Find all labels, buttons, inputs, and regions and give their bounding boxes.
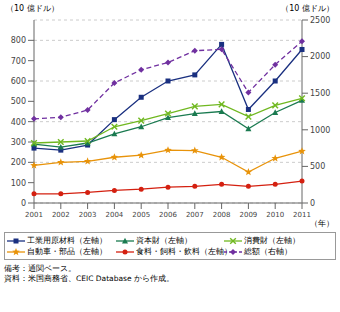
svg-text:300: 300	[11, 138, 26, 147]
svg-text:2001: 2001	[25, 211, 43, 219]
html-text:（年）: （年）	[310, 219, 334, 228]
svg-text:2007: 2007	[186, 211, 204, 219]
svg-text:400: 400	[11, 118, 26, 127]
svg-text:2000: 2000	[310, 52, 330, 61]
svg-text:2500: 2500	[310, 16, 330, 25]
svg-text:2002: 2002	[52, 211, 70, 219]
svg-text:800: 800	[11, 36, 26, 45]
svg-text:100: 100	[11, 179, 26, 188]
html-text:工業用原材料（左軸）: 工業用原材料（左軸）	[27, 235, 107, 245]
svg-text:500: 500	[310, 162, 325, 171]
svg-text:2009: 2009	[239, 211, 257, 219]
svg-text:2010: 2010	[266, 211, 284, 219]
html-text:自動車・部品（左軸）: 自動車・部品（左軸）	[27, 246, 107, 256]
svg-text:500: 500	[11, 97, 26, 106]
html-text:資本財（左軸）: 資本財（左軸）	[135, 235, 192, 245]
svg-text:2006: 2006	[159, 211, 177, 219]
html-text:資料：米国商務省、CEIC Database から作成。: 資料：米国商務省、CEIC Database から作成。	[4, 274, 174, 283]
html-text:食料・飼料・飲料（左軸）: 食料・飼料・飲料（左軸）	[135, 246, 232, 256]
svg-text:0: 0	[21, 199, 26, 208]
svg-text:2008: 2008	[213, 211, 231, 219]
html-text:備考：通関ベース。: 備考：通関ベース。	[4, 264, 76, 273]
svg-text:2005: 2005	[132, 211, 150, 219]
svg-text:1000: 1000	[310, 126, 330, 135]
svg-text:700: 700	[11, 57, 26, 66]
html-text:消費財（左軸）: 消費財（左軸）	[244, 235, 301, 245]
svg-text:2003: 2003	[79, 211, 97, 219]
html-text:（10 億ドル）: （10 億ドル）	[6, 4, 59, 13]
svg-text:0: 0	[310, 199, 315, 208]
html-text:総額（右軸）: 総額（右軸）	[244, 246, 293, 256]
svg-text:2011: 2011	[293, 211, 311, 219]
svg-text:200: 200	[11, 158, 26, 167]
svg-text:2004: 2004	[105, 211, 123, 219]
svg-text:1500: 1500	[310, 89, 330, 98]
html-text:（10 億ドル）: （10 億ドル）	[281, 4, 334, 13]
svg-text:600: 600	[11, 77, 26, 86]
